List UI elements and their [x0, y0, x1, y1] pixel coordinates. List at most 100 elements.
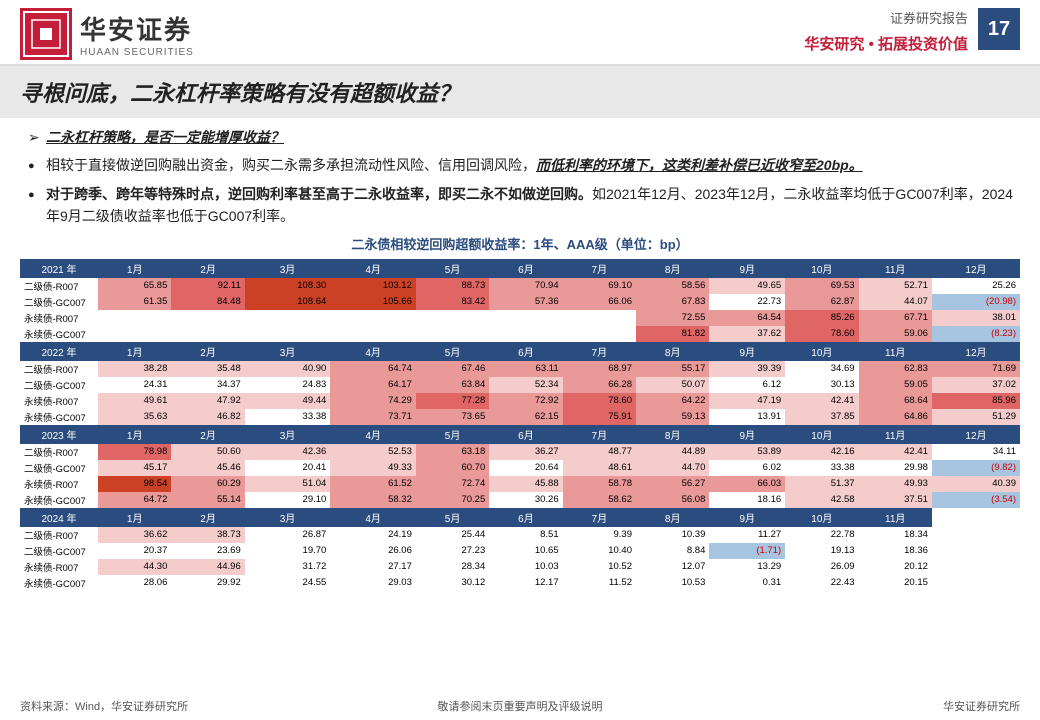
data-cell: 35.63	[98, 409, 171, 425]
data-table: 2021 年1月2月3月4月5月6月7月8月9月10月11月12月二级债-R00…	[20, 259, 1020, 591]
data-cell: (1.71)	[709, 543, 785, 559]
row-label: 二级债-R007	[20, 527, 98, 543]
row-label: 永续债-GC007	[20, 409, 98, 425]
month-header: 8月	[636, 259, 709, 278]
month-header: 6月	[489, 425, 562, 444]
data-cell: 83.42	[416, 294, 489, 310]
data-cell: 10.40	[563, 543, 636, 559]
page-title: 寻根问底，二永杠杆率策略有没有超额收益？	[0, 66, 1040, 118]
data-cell: 58.56	[636, 278, 709, 294]
data-cell: 37.51	[859, 492, 932, 508]
year-header: 2021 年	[20, 259, 98, 278]
month-header: 12月	[932, 342, 1020, 361]
data-cell: 8.51	[489, 527, 562, 543]
data-cell: 27.17	[330, 559, 416, 575]
data-cell: 61.52	[330, 476, 416, 492]
row-label: 永续债-GC007	[20, 575, 98, 591]
data-cell: 30.26	[489, 492, 562, 508]
data-cell: 103.12	[330, 278, 416, 294]
data-cell: 19.70	[245, 543, 331, 559]
data-cell: 63.11	[489, 361, 562, 377]
data-cell: 72.92	[489, 393, 562, 409]
year-header: 2024 年	[20, 508, 98, 527]
row-label: 永续债-R007	[20, 393, 98, 409]
data-cell: 27.23	[416, 543, 489, 559]
data-cell: 62.87	[785, 294, 858, 310]
data-cell: 10.03	[489, 559, 562, 575]
data-cell: 64.74	[330, 361, 416, 377]
data-cell: 62.83	[859, 361, 932, 377]
data-cell: 63.84	[416, 377, 489, 393]
data-cell: 25.44	[416, 527, 489, 543]
row-label: 二级债-GC007	[20, 543, 98, 559]
data-cell: 62.15	[489, 409, 562, 425]
month-header: 10月	[785, 342, 858, 361]
data-cell: 52.34	[489, 377, 562, 393]
data-cell	[245, 310, 331, 326]
data-cell	[245, 326, 331, 342]
month-header: 9月	[709, 508, 785, 527]
data-cell: 20.37	[98, 543, 171, 559]
row-label: 永续债-GC007	[20, 326, 98, 342]
data-cell: 64.17	[330, 377, 416, 393]
data-cell	[171, 310, 244, 326]
data-cell: 60.29	[171, 476, 244, 492]
row-label: 二级债-R007	[20, 278, 98, 294]
data-cell: 20.41	[245, 460, 331, 476]
data-cell: 44.07	[859, 294, 932, 310]
month-header: 11月	[859, 425, 932, 444]
data-cell: 36.27	[489, 444, 562, 460]
data-cell: 29.92	[171, 575, 244, 591]
data-cell: 6.12	[709, 377, 785, 393]
month-header: 5月	[416, 342, 489, 361]
data-cell: 38.01	[932, 310, 1020, 326]
month-header: 2月	[171, 425, 244, 444]
month-header: 10月	[785, 508, 858, 527]
data-cell: 59.05	[859, 377, 932, 393]
data-cell: 44.30	[98, 559, 171, 575]
data-cell: 56.08	[636, 492, 709, 508]
data-cell	[330, 310, 416, 326]
month-header: 4月	[330, 508, 416, 527]
data-cell: 64.22	[636, 393, 709, 409]
data-cell: 46.82	[171, 409, 244, 425]
data-cell: 45.88	[489, 476, 562, 492]
data-cell: 26.87	[245, 527, 331, 543]
month-header: 5月	[416, 425, 489, 444]
month-header: 9月	[709, 259, 785, 278]
data-cell: 44.96	[171, 559, 244, 575]
data-cell: 45.46	[171, 460, 244, 476]
month-header: 6月	[489, 508, 562, 527]
data-cell: 67.83	[636, 294, 709, 310]
month-header: 9月	[709, 342, 785, 361]
data-cell: 10.39	[636, 527, 709, 543]
data-cell: 11.27	[709, 527, 785, 543]
data-cell: 67.46	[416, 361, 489, 377]
data-cell: 20.64	[489, 460, 562, 476]
data-cell: 85.96	[932, 393, 1020, 409]
year-header: 2022 年	[20, 342, 98, 361]
data-cell: 49.61	[98, 393, 171, 409]
row-label: 二级债-R007	[20, 444, 98, 460]
data-cell: 58.62	[563, 492, 636, 508]
data-cell: 51.37	[785, 476, 858, 492]
data-cell	[563, 310, 636, 326]
data-cell: 88.73	[416, 278, 489, 294]
data-cell	[489, 326, 562, 342]
month-header: 5月	[416, 259, 489, 278]
data-cell: 73.65	[416, 409, 489, 425]
data-cell: 48.77	[563, 444, 636, 460]
footer-org: 华安证券研究所	[943, 698, 1020, 714]
data-cell	[171, 326, 244, 342]
data-cell: (20.98)	[932, 294, 1020, 310]
data-cell: 39.39	[709, 361, 785, 377]
data-cell: 65.85	[98, 278, 171, 294]
data-cell: 19.13	[785, 543, 858, 559]
data-cell: 37.62	[709, 326, 785, 342]
data-cell: 18.16	[709, 492, 785, 508]
footer-disclaimer: 敬请参阅末页重要声明及评级说明	[438, 698, 603, 714]
data-cell: 61.35	[98, 294, 171, 310]
month-header: 2月	[171, 259, 244, 278]
data-cell: 69.53	[785, 278, 858, 294]
data-cell: 108.30	[245, 278, 331, 294]
